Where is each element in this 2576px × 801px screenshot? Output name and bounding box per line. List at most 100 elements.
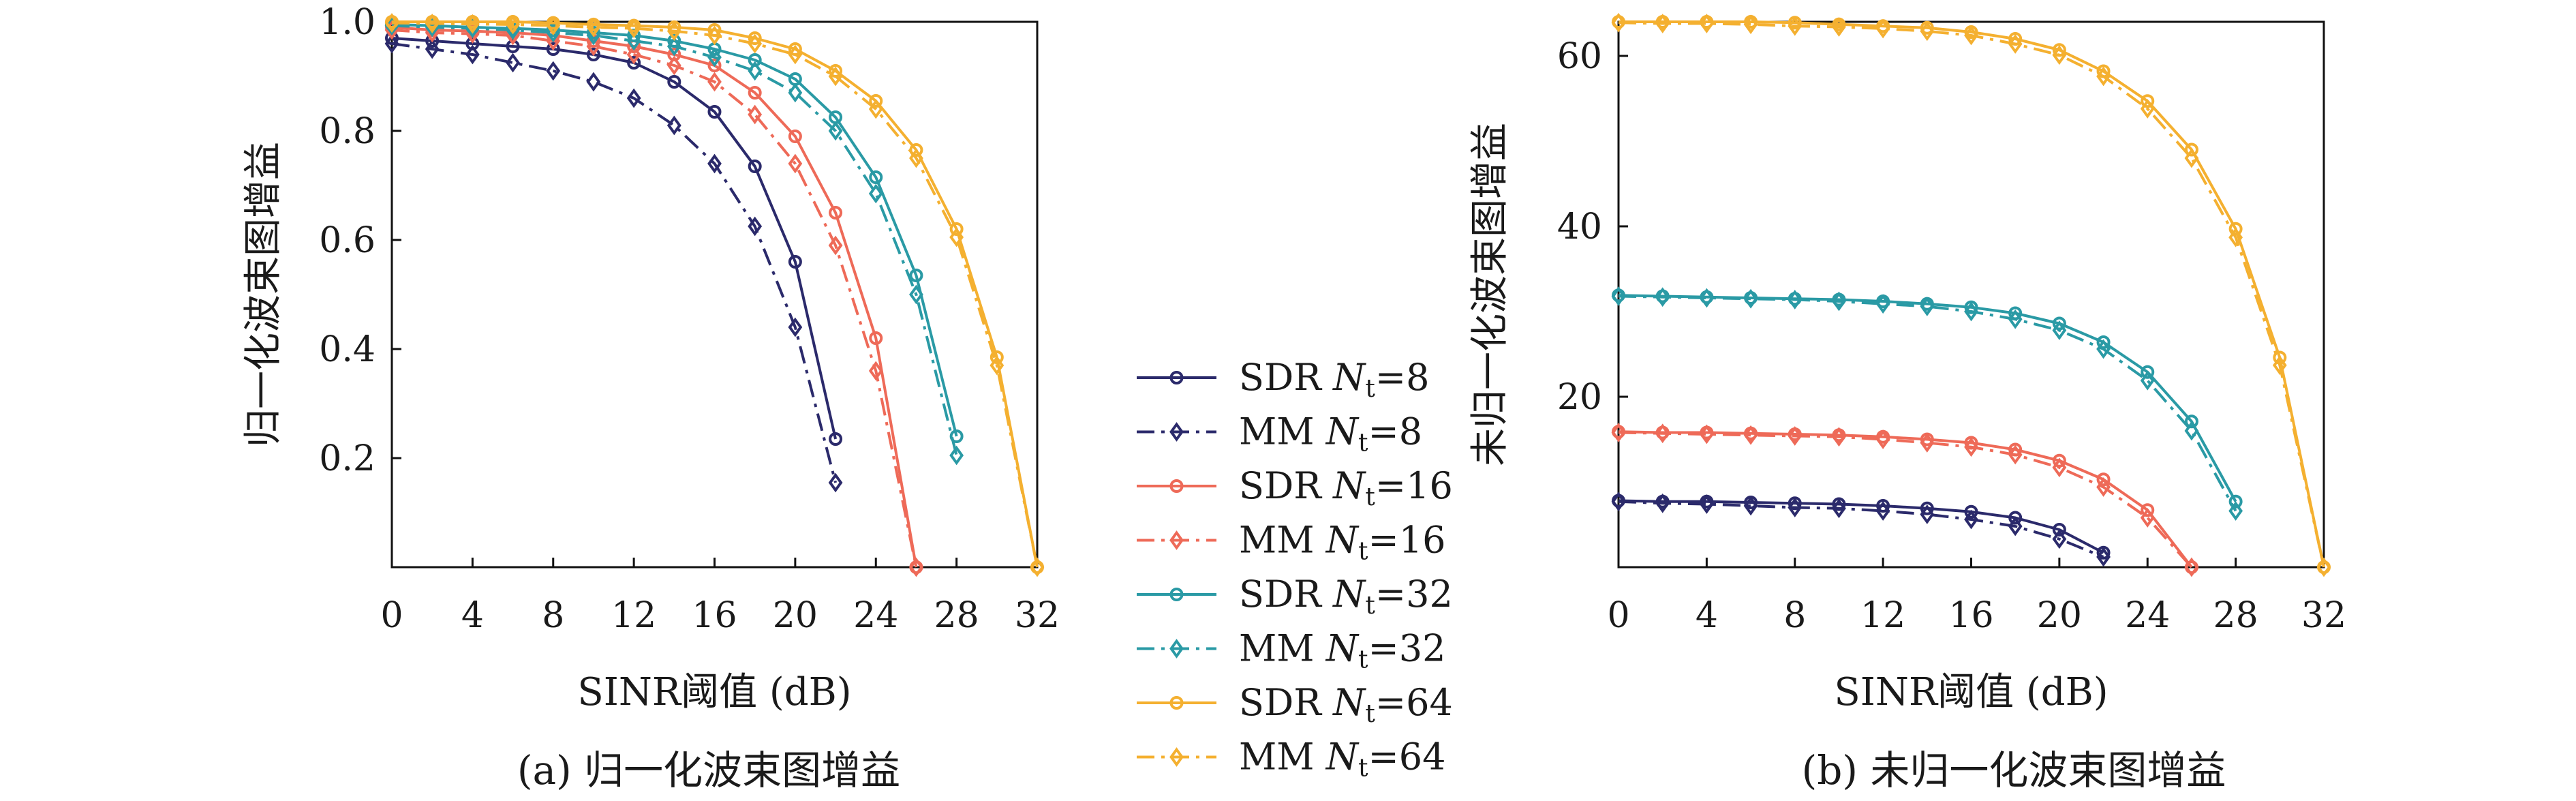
data-point [2184, 557, 2199, 577]
data-point [506, 52, 520, 73]
data-point [586, 48, 600, 61]
data-point [748, 86, 762, 100]
data-point [2184, 421, 2199, 441]
series-sdr-nt64 [385, 15, 1044, 574]
data-point [546, 42, 560, 56]
series-mm-nt64 [1611, 12, 2331, 577]
legend-value: =32 [1368, 627, 1445, 670]
data-point [2184, 414, 2198, 429]
data-point [626, 31, 641, 51]
data-point [748, 104, 763, 125]
series-mm-nt16 [1611, 423, 2199, 577]
data-point [1743, 425, 1758, 445]
data-point [1920, 433, 1935, 453]
data-point [949, 222, 964, 236]
series-line [392, 20, 1039, 568]
data-point [666, 55, 681, 76]
data-point [1699, 288, 1714, 308]
legend-marker [1169, 479, 1184, 493]
y-axis-label: 归一化波束图增益 [241, 142, 286, 447]
legend-value: =8 [1368, 410, 1422, 453]
data-point [666, 36, 681, 57]
data-point [1964, 509, 1978, 530]
legend-subscript: t [1365, 700, 1375, 728]
data-point [949, 445, 964, 466]
data-point [2141, 365, 2155, 379]
data-point [1743, 496, 1758, 516]
data-point [2008, 511, 2023, 525]
series-line [391, 42, 837, 483]
data-point [1743, 14, 1758, 35]
data-point [465, 44, 480, 65]
legend-marker [1169, 371, 1184, 384]
data-point [2228, 501, 2243, 521]
data-point [1920, 21, 1935, 42]
data-point [2096, 66, 2111, 87]
data-point [2052, 529, 2067, 549]
legend-subscript: t [1358, 538, 1368, 566]
data-point [748, 61, 763, 81]
data-point [828, 66, 843, 87]
data-point [1788, 16, 1803, 36]
plot-frame [390, 20, 1039, 569]
series-mm-nt8 [1611, 492, 2111, 567]
legend-var: N [1325, 410, 1360, 453]
x-tick-label: 20 [773, 595, 818, 636]
data-point [2096, 472, 2111, 487]
data-point [829, 206, 843, 220]
data-point [2052, 320, 2067, 340]
legend-method: MM [1239, 627, 1326, 670]
x-axis-label: SINR阈值 (dB) [577, 670, 851, 714]
legend-subscript: t [1358, 429, 1368, 457]
x-tick-label: 0 [1607, 595, 1629, 636]
series-mm-nt16 [384, 20, 923, 577]
data-point [707, 47, 722, 67]
data-point [586, 36, 601, 57]
legend-label: SDR Nt=8 [1239, 356, 1429, 403]
legend-var: N [1325, 736, 1360, 779]
data-point [1832, 427, 1846, 447]
legend-item: SDR Nt=64 [1137, 681, 1453, 728]
legend-marker [1169, 422, 1184, 442]
data-point [1875, 294, 1890, 314]
data-point [949, 429, 964, 443]
data-point [586, 72, 601, 92]
legend-method: MM [1239, 410, 1326, 453]
data-point [707, 25, 722, 46]
data-point [1832, 17, 1846, 37]
x-tick-label: 8 [1783, 595, 1806, 636]
legend-label: MM Nt=64 [1239, 736, 1445, 783]
series-line [1618, 500, 2104, 558]
legend-label: SDR Nt=32 [1239, 573, 1453, 620]
x-tick-label: 32 [2301, 595, 2346, 636]
series-sdr-nt8 [385, 31, 843, 446]
data-point [2008, 444, 2023, 465]
data-point [2096, 547, 2111, 567]
data-point [2228, 227, 2243, 247]
series-line [1618, 499, 2104, 554]
y-tick-label: 20 [1557, 377, 1602, 418]
data-point [1875, 429, 1890, 449]
data-point [868, 361, 883, 381]
series-line [1618, 431, 2193, 569]
series-line [1619, 20, 2325, 568]
data-point [707, 72, 722, 92]
data-point [546, 16, 561, 36]
data-point [869, 331, 883, 345]
legend-label: MM Nt=8 [1239, 410, 1422, 457]
data-point [2008, 516, 2023, 536]
data-point [909, 148, 923, 168]
data-point [788, 44, 803, 65]
y-tick-label: 60 [1557, 36, 1602, 77]
legend-marker [1169, 588, 1184, 601]
legend-label: SDR Nt=64 [1239, 681, 1453, 728]
data-point [384, 13, 399, 33]
data-point [1920, 501, 1934, 515]
data-point [667, 75, 681, 89]
legend-method: SDR [1239, 573, 1333, 616]
data-point [990, 355, 1005, 376]
data-point [2052, 523, 2066, 536]
data-point [748, 160, 762, 173]
legend-subscript: t [1365, 375, 1375, 403]
